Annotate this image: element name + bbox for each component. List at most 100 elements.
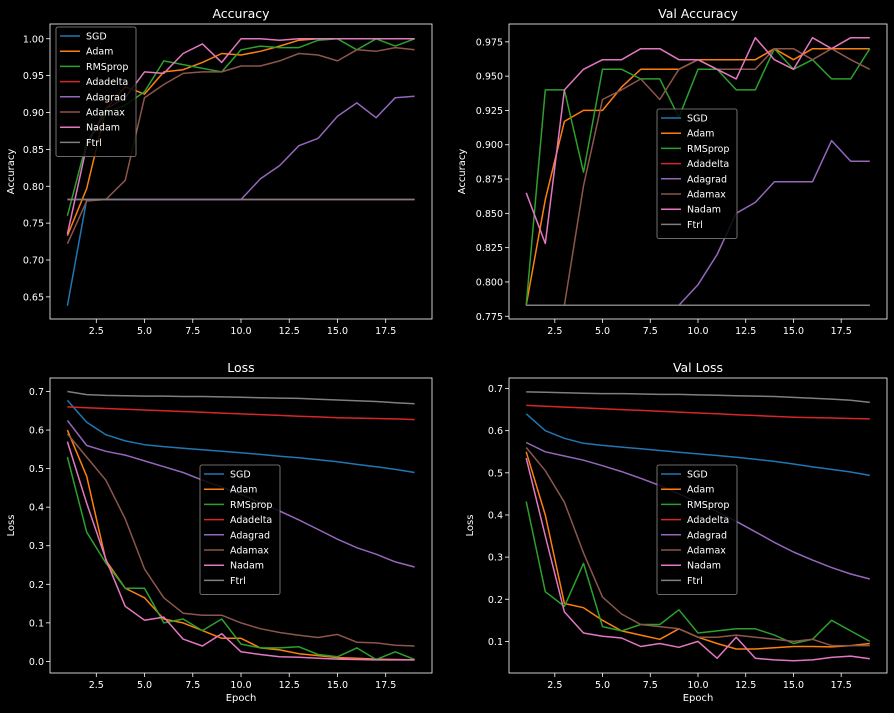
val-accuracy-ytick-label: 0.900 xyxy=(476,140,503,151)
loss-ytick-label: 0.7 xyxy=(29,387,44,398)
accuracy-ylabel: Accuracy xyxy=(6,149,17,195)
accuracy-xtick-label: 15.0 xyxy=(327,326,348,337)
accuracy-panel: 2.5 5.0 7.5 10.0 12.5 15.0 17.5 0.65 0.70 0.75 0.8… xyxy=(6,6,433,337)
accuracy-xtick-label: 10.0 xyxy=(230,326,251,337)
val-accuracy-series-lines xyxy=(525,36,871,307)
val-loss-legend-label-rmsprop: RMSprop xyxy=(687,500,729,511)
loss-xtick-label: 5.0 xyxy=(137,680,152,691)
loss-legend-label-adam: Adam xyxy=(230,485,257,496)
accuracy-xtick-label: 2.5 xyxy=(89,326,104,337)
val-loss-legend-label-adam: Adam xyxy=(687,485,714,496)
accuracy-ytick-label: 0.90 xyxy=(23,108,44,119)
accuracy-xtick-label: 17.5 xyxy=(375,326,396,337)
loss-title: Loss xyxy=(227,360,254,375)
val-loss-legend-label-nadam: Nadam xyxy=(687,561,721,572)
accuracy-legend-label-nadam: Nadam xyxy=(86,123,120,134)
loss-xtick-label: 17.5 xyxy=(375,680,396,691)
val-loss-xtick-label: 17.5 xyxy=(831,680,852,691)
loss-series-lines xyxy=(66,390,415,661)
val-accuracy-xtick-label: 10.0 xyxy=(687,326,708,337)
loss-legend-label-adamax: Adamax xyxy=(230,546,269,557)
val-loss-ytick-label: 0.5 xyxy=(488,468,503,479)
loss-legend-frame xyxy=(199,464,281,596)
val-accuracy-xtick-label: 2.5 xyxy=(547,326,562,337)
accuracy-xtick-label: 12.5 xyxy=(279,326,300,337)
accuracy-legend-label-adam: Adam xyxy=(86,47,113,58)
val-accuracy-legend-label-nadam: Nadam xyxy=(687,205,721,216)
loss-legend-label-rmsprop: RMSprop xyxy=(230,500,272,511)
loss-line-adadelta xyxy=(67,406,415,421)
val-accuracy-xtick-label: 7.5 xyxy=(643,326,658,337)
val-loss-legend-label-adamax: Adamax xyxy=(687,546,726,557)
val-loss-title: Val Loss xyxy=(673,360,723,375)
val-loss-ytick-label: 0.4 xyxy=(488,510,503,521)
loss-xtick-label: 2.5 xyxy=(89,680,104,691)
loss-xtick-label: 15.0 xyxy=(327,680,348,691)
loss-xtick-label: 7.5 xyxy=(185,680,200,691)
val-loss-legend-frame xyxy=(656,464,738,596)
val-loss-xtick-label: 15.0 xyxy=(783,680,804,691)
val-loss-xtick-label: 10.0 xyxy=(687,680,708,691)
accuracy-legend-label-adadelta: Adadelta xyxy=(86,77,128,88)
val-loss-xtick-label: 12.5 xyxy=(735,680,756,691)
val-loss-ytick-label: 0.1 xyxy=(488,637,503,648)
loss-xtick-label: 10.0 xyxy=(230,680,251,691)
accuracy-ytick-label: 0.70 xyxy=(23,256,44,267)
val-accuracy-legend-label-adagrad: Adagrad xyxy=(687,174,727,185)
val-loss-line-nadam xyxy=(525,457,870,662)
accuracy-ytick-label: 0.75 xyxy=(23,219,44,230)
val-loss-legend-label-ftrl: Ftrl xyxy=(687,576,703,587)
val-accuracy-ytick-label: 0.875 xyxy=(476,175,503,186)
loss-xtick-label: 12.5 xyxy=(279,680,300,691)
val-accuracy-legend-frame xyxy=(656,108,738,240)
val-loss-ylabel: Loss xyxy=(465,515,476,537)
val-loss-legend-label-adadelta: Adadelta xyxy=(687,515,729,526)
val-loss-ytick-label: 0.7 xyxy=(488,384,503,395)
loss-ytick-label: 0.4 xyxy=(29,503,44,514)
accuracy-legend-label-adamax: Adamax xyxy=(86,108,125,119)
loss-legend-label-adagrad: Adagrad xyxy=(230,530,270,541)
val-loss-xlabel: Epoch xyxy=(683,693,714,704)
loss-line-adamax xyxy=(66,433,415,647)
val-accuracy-xtick-label: 15.0 xyxy=(783,326,804,337)
accuracy-legend-label-adagrad: Adagrad xyxy=(86,92,126,103)
accuracy-ytick-label: 1.00 xyxy=(23,34,44,45)
val-loss-line-ftrl xyxy=(526,391,870,404)
val-accuracy-ytick-label: 0.950 xyxy=(476,72,503,83)
accuracy-title: Accuracy xyxy=(212,6,270,21)
accuracy-legend-label-sgd: SGD xyxy=(86,32,107,43)
accuracy-ytick-label: 0.95 xyxy=(23,71,44,82)
loss-line-rmsprop xyxy=(66,456,415,661)
val-accuracy-panel: 2.5 5.0 7.5 10.0 12.5 15.0 17.5 0.775 0.800 0.825… xyxy=(457,6,888,337)
loss-line-sgd xyxy=(66,399,415,474)
val-accuracy-line-nadam xyxy=(525,36,870,245)
loss-ytick-label: 0.3 xyxy=(29,541,44,552)
val-accuracy-legend-label-adadelta: Adadelta xyxy=(687,159,729,170)
val-accuracy-legend-label-sgd: SGD xyxy=(687,114,708,125)
val-loss-ytick-label: 0.6 xyxy=(488,426,503,437)
val-loss-legend: SGD Adam RMSprop Adadelta Adagrad Adamax Nadam… xyxy=(656,464,738,596)
accuracy-legend-label-ftrl: Ftrl xyxy=(86,138,102,149)
val-loss-line-adadelta xyxy=(526,404,870,420)
val-accuracy-title: Val Accuracy xyxy=(658,6,738,21)
loss-ytick-label: 0.2 xyxy=(29,580,44,591)
accuracy-line-adamax xyxy=(66,46,415,245)
loss-legend-label-adadelta: Adadelta xyxy=(230,515,272,526)
loss-ytick-label: 0.1 xyxy=(29,618,44,629)
accuracy-legend-label-rmsprop: RMSprop xyxy=(86,62,128,73)
val-loss-legend-label-sgd: SGD xyxy=(687,470,708,481)
val-accuracy-legend-label-adam: Adam xyxy=(687,129,714,140)
accuracy-ytick-label: 0.65 xyxy=(23,292,44,303)
val-accuracy-legend-label-rmsprop: RMSprop xyxy=(687,144,729,155)
accuracy-xtick-label: 5.0 xyxy=(137,326,152,337)
val-accuracy-legend-label-ftrl: Ftrl xyxy=(687,220,703,231)
loss-line-ftrl xyxy=(67,390,415,405)
loss-xlabel: Epoch xyxy=(226,693,257,704)
loss-ytick-label: 0.0 xyxy=(29,657,44,668)
val-loss-line-sgd xyxy=(525,413,870,477)
loss-legend-label-ftrl: Ftrl xyxy=(230,576,246,587)
loss-panel: 2.5 5.0 7.5 10.0 12.5 15.0 17.5 0.0 0.1 0.2 0.3 0.4… xyxy=(6,360,433,704)
val-loss-xtick-label: 7.5 xyxy=(643,680,658,691)
loss-legend: SGD Adam RMSprop Adadelta Adagrad Adamax Nadam… xyxy=(199,464,281,596)
val-accuracy-legend-label-adamax: Adamax xyxy=(687,190,726,201)
